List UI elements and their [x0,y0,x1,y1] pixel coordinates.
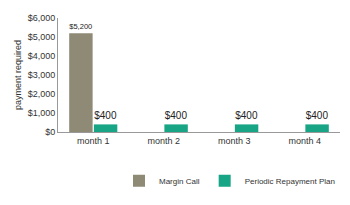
svg-text:$5,000: $5,000 [28,32,56,42]
svg-text:$0: $0 [45,127,55,137]
svg-text:month 4: month 4 [288,136,321,146]
svg-text:month 1: month 1 [77,136,110,146]
svg-text:$3,000: $3,000 [28,70,56,80]
svg-text:$5,200: $5,200 [69,22,92,31]
svg-text:$400: $400 [165,110,188,121]
svg-text:Margin Call: Margin Call [159,177,200,186]
svg-text:payment required: payment required [13,40,23,110]
svg-text:$4,000: $4,000 [28,51,56,61]
svg-text:month 3: month 3 [218,136,251,146]
svg-text:$2,000: $2,000 [28,89,56,99]
svg-text:$6,000: $6,000 [28,13,56,23]
svg-text:Periodic Repayment Plan: Periodic Repayment Plan [245,177,335,186]
svg-text:$400: $400 [235,110,258,121]
svg-text:$400: $400 [94,110,117,121]
svg-text:$1,000: $1,000 [28,108,56,118]
svg-text:$400: $400 [306,110,329,121]
svg-text:month 2: month 2 [147,136,180,146]
